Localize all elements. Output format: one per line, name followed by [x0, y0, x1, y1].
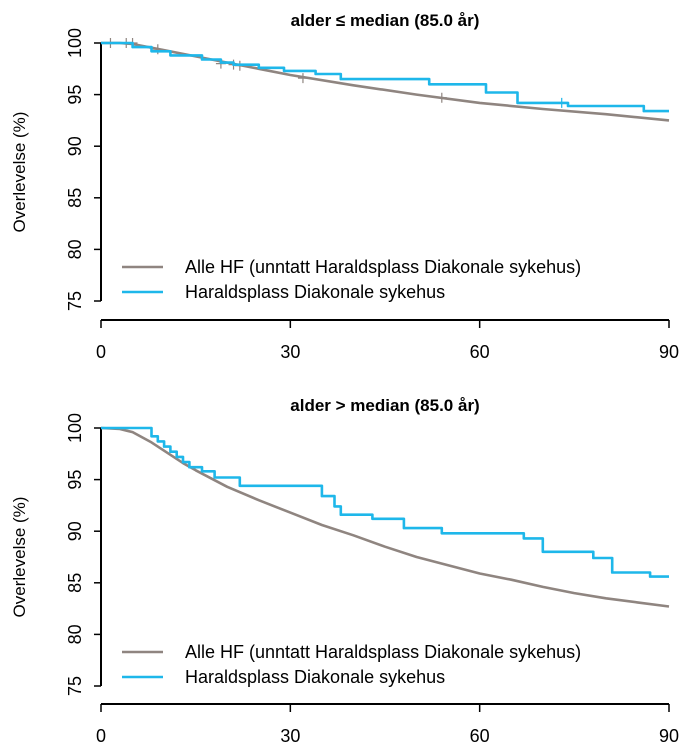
x-tick-label: 60	[470, 726, 490, 746]
y-axis-label: Overlevelse (%)	[10, 497, 29, 618]
legend-label: Haraldsplass Diakonale sykehus	[185, 282, 445, 302]
x-tick-label: 0	[96, 342, 106, 362]
legend-label: Alle HF (unntatt Haraldsplass Diakonale …	[185, 257, 581, 277]
y-tick-label: 90	[65, 136, 85, 156]
y-tick-label: 90	[65, 521, 85, 541]
censor-mark	[556, 97, 567, 108]
y-tick-label: 95	[65, 470, 85, 490]
legend-label: Haraldsplass Diakonale sykehus	[185, 667, 445, 687]
series-line-alle-hf	[100, 426, 670, 608]
censor-mark	[297, 73, 308, 84]
x-tick-label: 60	[470, 342, 490, 362]
y-axis-label: Overlevelse (%)	[10, 112, 29, 233]
series-line-alle-hf	[101, 41, 670, 122]
chart-title: alder ≤ median (85.0 år)	[291, 11, 480, 30]
y-tick-label: 85	[65, 573, 85, 593]
chart-panel-1: alder ≤ median (85.0 år) Overlevelse (%) 7…	[10, 11, 679, 362]
censor-mark	[152, 44, 163, 55]
y-tick-label: 100	[65, 28, 85, 58]
y-tick-label: 95	[65, 85, 85, 105]
x-tick-label: 0	[96, 726, 106, 746]
series-line-haraldsplass	[101, 41, 669, 113]
x-tick-label: 90	[659, 726, 679, 746]
legend-label: Alle HF (unntatt Haraldsplass Diakonale …	[185, 642, 581, 662]
y-tick-label: 85	[65, 188, 85, 208]
y-tick-label: 100	[65, 413, 85, 443]
series-line-haraldsplass	[101, 426, 669, 578]
y-tick-label: 80	[65, 624, 85, 644]
y-tick-label: 80	[65, 239, 85, 259]
y-tick-label: 75	[65, 291, 85, 311]
chart-panel-2: alder > median (85.0 år) Overlevelse (%) 7…	[10, 396, 679, 746]
x-tick-label: 90	[659, 342, 679, 362]
x-tick-label: 30	[280, 342, 300, 362]
x-tick-label: 30	[280, 726, 300, 746]
y-tick-label: 75	[65, 676, 85, 696]
chart-title: alder > median (85.0 år)	[290, 396, 479, 415]
censor-mark	[436, 92, 447, 103]
